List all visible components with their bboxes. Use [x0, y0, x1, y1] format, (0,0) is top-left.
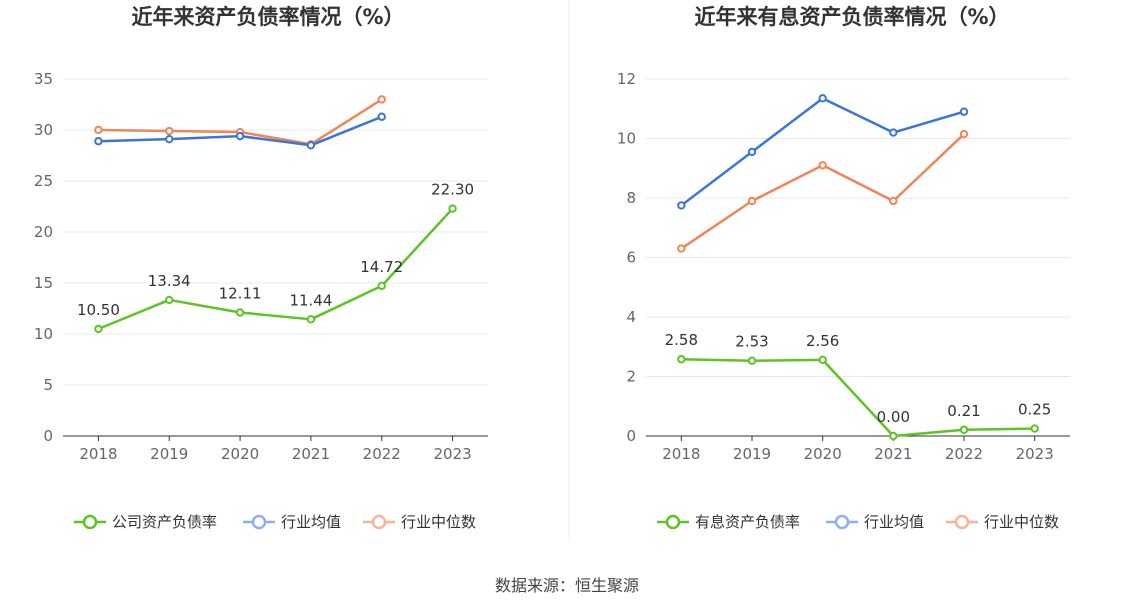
legend-marker-icon: [82, 514, 98, 530]
x-tick-label: 2022: [945, 445, 983, 463]
legend-marker-icon: [251, 514, 267, 530]
data-point-median: [677, 244, 686, 253]
data-point-avg: [377, 112, 386, 121]
legend-label: 行业均值: [864, 513, 924, 531]
x-tick-label: 2018: [79, 445, 117, 463]
y-tick-label: 0: [43, 427, 53, 445]
data-point-avg: [165, 134, 174, 144]
y-tick-label: 8: [626, 189, 636, 207]
y-tick-label: 10: [617, 130, 636, 148]
data-point-median: [94, 125, 103, 135]
legend-item-company[interactable]: 公司资产负债率: [74, 513, 217, 531]
data-point-median: [889, 196, 898, 206]
x-tick-label: 2023: [1016, 445, 1054, 463]
data-label: 2.58: [665, 331, 698, 349]
legend-marker-icon: [371, 514, 387, 530]
data-point-median: [377, 95, 386, 104]
y-tick-label: 15: [34, 274, 53, 292]
data-point-company: [377, 281, 386, 291]
x-tick-label: 2020: [804, 445, 842, 463]
debt-ratio-chart: 近年来资产负债率情况（%） 0 5 10 15 20 25 30 35 2018 2019 2020…: [34, 5, 488, 531]
y-tick-label: 5: [43, 376, 53, 394]
y-tick-label: 35: [34, 70, 53, 88]
series-line-avg: [680, 97, 965, 207]
data-point-median: [818, 161, 827, 170]
data-point-company: [165, 295, 174, 305]
series-line-company: [681, 357, 1035, 438]
y-tick-label: 4: [626, 308, 636, 326]
data-label: 14.72: [360, 258, 403, 276]
x-tick-label: 2023: [433, 445, 471, 463]
legend-marker-icon: [834, 514, 850, 530]
data-label: 12.11: [219, 284, 262, 302]
data-point-company: [677, 355, 686, 364]
legend-item-avg[interactable]: 行业均值: [243, 513, 341, 531]
data-point-avg: [747, 147, 757, 157]
data-label: 2.53: [735, 333, 768, 351]
data-point-avg: [94, 137, 103, 146]
y-tick-label: 0: [626, 427, 636, 445]
data-point-company: [94, 324, 103, 334]
y-tick-label: 12: [617, 70, 636, 88]
data-point-avg: [959, 107, 969, 116]
data-point-median: [165, 126, 174, 136]
interest-debt-ratio-chart: 近年来有息资产负债率情况（%） 0 2 4 6 8 10 12 2018 2019 2020 202…: [617, 5, 1070, 531]
data-label: 2.56: [806, 332, 839, 350]
data-point-company: [1030, 424, 1039, 433]
data-point-company: [747, 356, 757, 365]
data-label: 0.00: [877, 408, 910, 426]
legend-label: 行业均值: [281, 513, 341, 531]
data-point-avg: [677, 201, 686, 210]
data-label: 22.30: [431, 181, 474, 199]
legend-label: 有息资产负债率: [695, 513, 800, 531]
x-tick-label: 2019: [733, 445, 771, 463]
data-point-company: [889, 431, 898, 441]
legend-item-median[interactable]: 行业中位数: [946, 513, 1059, 531]
y-tick-label: 2: [626, 368, 636, 386]
legend-item-company[interactable]: 有息资产负债率: [657, 513, 800, 531]
data-point-avg: [306, 141, 316, 150]
data-point-company: [448, 204, 457, 213]
chart-title: 近年来资产负债率情况（%）: [131, 5, 404, 29]
data-point-company: [306, 315, 316, 324]
x-tick-label: 2021: [874, 445, 912, 463]
chart-title: 近年来有息资产负债率情况（%）: [694, 5, 1009, 29]
legend-label: 公司资产负债率: [112, 513, 217, 531]
x-tick-label: 2018: [662, 445, 700, 463]
x-tick-label: 2019: [150, 445, 188, 463]
legend-item-avg[interactable]: 行业均值: [826, 513, 924, 531]
data-label: 0.25: [1018, 401, 1051, 419]
x-tick-label: 2020: [221, 445, 259, 463]
legend-item-median[interactable]: 行业中位数: [363, 513, 476, 531]
x-tick-label: 2021: [292, 445, 330, 463]
data-point-median: [747, 196, 757, 206]
y-tick-label: 6: [626, 249, 636, 267]
y-tick-label: 25: [34, 172, 53, 190]
x-tick-label: 2022: [363, 445, 401, 463]
data-point-avg: [889, 128, 898, 137]
data-point-median: [959, 129, 969, 139]
series-line-median: [680, 133, 965, 250]
data-point-avg: [235, 131, 245, 141]
legend-marker-icon: [954, 514, 970, 530]
legend-label: 行业中位数: [401, 513, 476, 531]
data-label: 11.44: [289, 291, 332, 309]
data-label: 10.50: [77, 301, 120, 319]
data-point-company: [818, 355, 827, 365]
data-point-avg: [818, 94, 827, 103]
data-label: 0.21: [947, 402, 980, 420]
data-point-company: [235, 308, 245, 317]
legend-label: 行业中位数: [984, 513, 1059, 531]
y-tick-label: 30: [34, 121, 53, 139]
legend-marker-icon: [665, 514, 681, 530]
y-tick-label: 20: [34, 223, 53, 241]
series-line-company: [97, 207, 454, 331]
data-label: 13.34: [148, 272, 191, 290]
data-source-note: 数据来源：恒生聚源: [495, 576, 639, 595]
y-tick-label: 10: [34, 325, 53, 343]
data-point-company: [959, 425, 969, 434]
